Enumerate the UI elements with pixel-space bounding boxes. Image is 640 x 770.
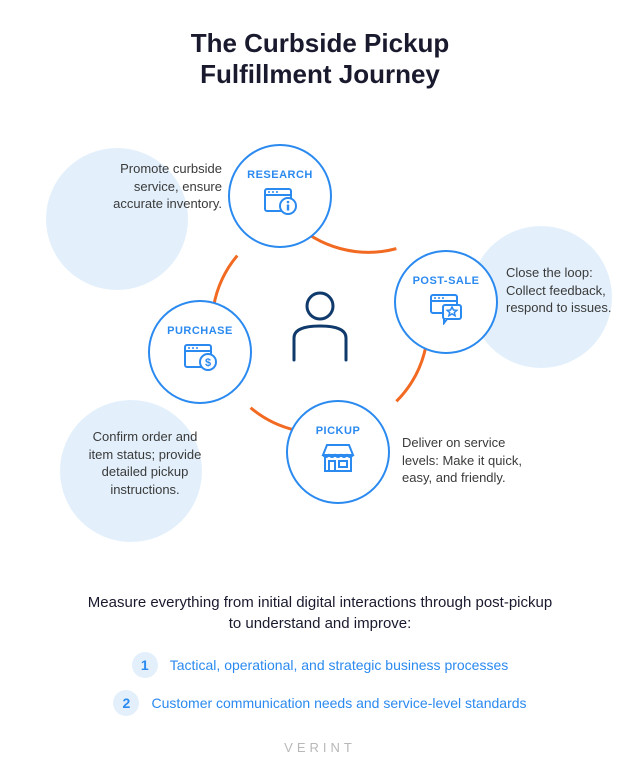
journey-desc-pickup: Deliver on service levels: Make it quick…: [402, 434, 522, 487]
chat-star-icon: [429, 291, 463, 330]
journey-node-research: RESEARCH: [228, 144, 332, 248]
measure-section: Measure everything from initial digital …: [0, 592, 640, 716]
journey-node-postsale: POST-SALE: [394, 250, 498, 354]
measure-subtitle: Measure everything from initial digital …: [0, 592, 640, 634]
chat-star-icon: [429, 291, 463, 325]
journey-desc-purchase: Confirm order and item status; provide d…: [80, 428, 210, 498]
journey-diagram: RESEARCH Promote curbside service, ensur…: [0, 100, 640, 580]
bullet-text: Customer communication needs and service…: [151, 695, 526, 711]
journey-node-label: POST-SALE: [413, 275, 480, 287]
page-title: The Curbside PickupFulfillment Journey: [0, 0, 640, 90]
journey-node-purchase: PURCHASE $: [148, 300, 252, 404]
journey-node-pickup: PICKUP: [286, 400, 390, 504]
measure-bullets: 1 Tactical, operational, and strategic bu…: [0, 652, 640, 716]
journey-desc-research: Promote curbside service, ensure accurat…: [92, 160, 222, 213]
browser-info-icon: [263, 185, 297, 219]
storefront-icon: [321, 441, 355, 475]
bullet-number: 2: [113, 690, 139, 716]
journey-desc-postsale: Close the loop: Collect feedback, respon…: [506, 264, 616, 317]
measure-bullet: 1 Tactical, operational, and strategic bu…: [132, 652, 509, 678]
measure-bullet: 2 Customer communication needs and servic…: [113, 690, 526, 716]
person-icon: [288, 290, 352, 362]
browser-dollar-icon: $: [183, 341, 217, 380]
journey-node-label: PICKUP: [316, 425, 361, 437]
verint-logo: VERINT: [0, 740, 640, 755]
bullet-text: Tactical, operational, and strategic bus…: [170, 657, 509, 673]
journey-node-label: RESEARCH: [247, 169, 313, 181]
journey-node-label: PURCHASE: [167, 325, 233, 337]
bullet-number: 1: [132, 652, 158, 678]
browser-dollar-icon: $: [183, 341, 217, 375]
storefront-icon: [321, 441, 355, 480]
browser-info-icon: [263, 185, 297, 224]
svg-text:$: $: [205, 357, 211, 369]
